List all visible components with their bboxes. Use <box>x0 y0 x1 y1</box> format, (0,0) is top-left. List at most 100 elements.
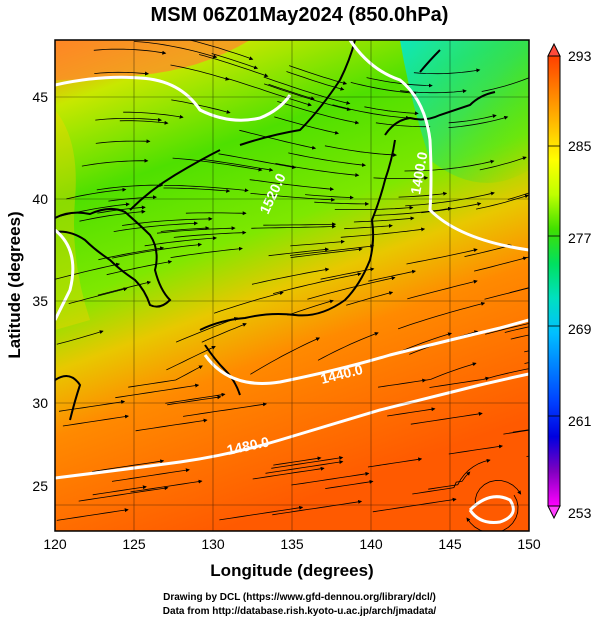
streamline <box>250 337 321 375</box>
streamline <box>407 279 478 300</box>
colorbar-label-253: 253 <box>568 505 592 521</box>
streamline <box>134 41 218 59</box>
streamline <box>251 224 337 229</box>
streamline <box>111 468 190 482</box>
streamline <box>474 256 528 272</box>
streamline <box>277 101 360 125</box>
streamline <box>364 106 419 116</box>
streamline <box>406 248 478 265</box>
streamline <box>372 497 457 513</box>
streamline <box>503 429 529 435</box>
streamline <box>96 183 164 191</box>
streamline <box>524 350 529 353</box>
streamline <box>290 247 363 258</box>
streamline <box>287 299 334 316</box>
latitude-ticks: 45 40 35 30 25 <box>32 89 48 494</box>
streamline <box>350 82 417 95</box>
streamline <box>183 402 267 417</box>
credit-drawing: Drawing by DCL (https://www.gfd-dennou.o… <box>163 592 436 603</box>
streamline <box>239 129 317 150</box>
streamline <box>81 158 149 167</box>
streamline <box>485 323 529 335</box>
streamline <box>92 459 165 472</box>
streamline <box>346 291 394 306</box>
streamline <box>410 411 483 425</box>
streamline <box>123 111 184 119</box>
streamline <box>509 287 529 293</box>
lat-tick-30: 30 <box>32 395 48 411</box>
streamline <box>291 471 370 486</box>
streamline <box>332 104 410 120</box>
colorbar-label-261: 261 <box>568 413 592 429</box>
warm-region-west <box>55 110 90 330</box>
lon-tick-125: 125 <box>122 536 146 552</box>
streamline <box>272 272 362 294</box>
streamline <box>130 479 203 493</box>
colorbar-label-285: 285 <box>568 138 592 154</box>
grid-lines <box>55 40 529 531</box>
streamline <box>428 458 491 490</box>
streamline <box>166 346 216 371</box>
streamline <box>368 269 416 282</box>
streamline <box>160 226 210 232</box>
colorbar-bottom-arrow <box>547 505 561 520</box>
streamline <box>198 54 269 78</box>
streamline <box>92 485 147 496</box>
streamline <box>268 247 330 257</box>
streamline <box>273 456 322 466</box>
streamline <box>448 115 509 128</box>
streamline <box>526 455 529 457</box>
streamline <box>387 407 436 417</box>
streamline <box>378 378 427 388</box>
lat-tick-25: 25 <box>32 478 48 494</box>
streamline <box>290 239 345 247</box>
colorbar-stripes <box>548 56 560 507</box>
streamline <box>219 505 304 521</box>
streamline <box>173 230 247 238</box>
streamline <box>324 145 397 157</box>
streamline <box>144 236 217 247</box>
streamline <box>448 114 497 124</box>
streamline <box>55 262 121 280</box>
streamline <box>413 68 481 75</box>
streamline <box>113 221 198 232</box>
streamline <box>289 65 348 85</box>
colorbar-label-277: 277 <box>568 230 592 246</box>
streamline <box>340 227 426 238</box>
streamline <box>170 64 230 81</box>
streamline <box>225 77 312 107</box>
streamline <box>366 77 433 88</box>
streamline <box>373 175 429 180</box>
streamline <box>211 53 259 70</box>
streamline <box>398 191 448 198</box>
streamline <box>163 187 231 193</box>
streamline <box>274 116 339 135</box>
streamline <box>512 429 529 433</box>
streamline <box>170 246 243 258</box>
colorbar: 293 285 277 269 261 253 <box>547 42 592 521</box>
streamline <box>94 71 149 76</box>
streamline <box>56 330 104 345</box>
streamline <box>171 99 231 114</box>
streamline <box>78 486 169 502</box>
streamline <box>249 179 334 192</box>
lon-tick-120: 120 <box>43 536 67 552</box>
streamline <box>93 48 167 55</box>
streamline <box>476 194 529 210</box>
map-title: MSM 06Z01May2024 (850.0hPa) <box>150 4 449 26</box>
streamline <box>334 205 414 210</box>
streamline <box>307 276 396 300</box>
streamline <box>305 194 354 200</box>
map-field: 1480.0 1440.0 1400.0 1520.0 <box>55 40 529 531</box>
streamline <box>507 192 529 200</box>
streamline <box>510 334 529 340</box>
credit-data: Data from http://database.rish.kyoto-u.a… <box>162 606 437 617</box>
streamline <box>448 444 503 455</box>
streamline <box>314 201 370 206</box>
lon-tick-145: 145 <box>438 536 462 552</box>
streamline <box>106 260 173 276</box>
lon-tick-135: 135 <box>280 536 304 552</box>
streamline <box>189 40 254 61</box>
streamline <box>474 480 522 506</box>
streamline <box>404 159 495 172</box>
